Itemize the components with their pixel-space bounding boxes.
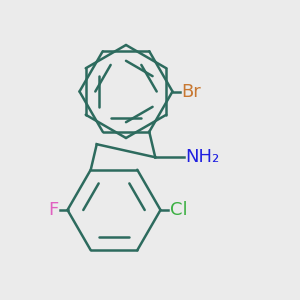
Text: Cl: Cl — [169, 201, 187, 219]
Text: NH₂: NH₂ — [185, 148, 220, 166]
Text: F: F — [48, 201, 59, 219]
Text: Br: Br — [182, 82, 201, 100]
